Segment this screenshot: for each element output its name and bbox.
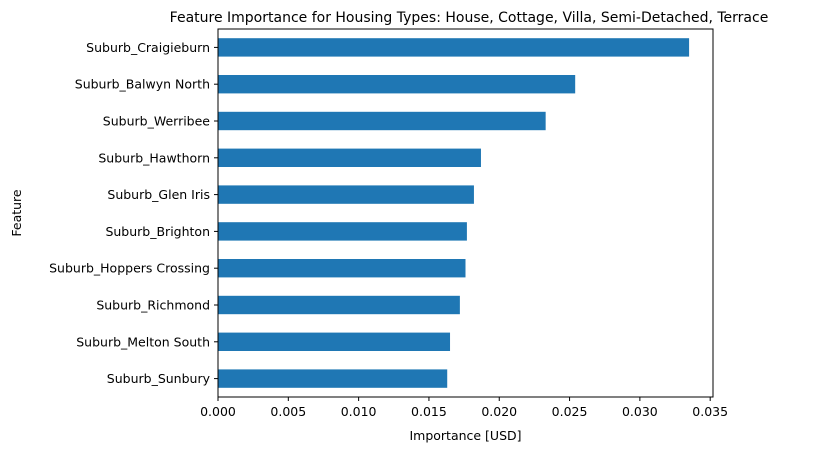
bar bbox=[218, 111, 546, 131]
x-tick-label: 0.000 bbox=[200, 404, 236, 419]
y-tick-label: Suburb_Werribee bbox=[103, 114, 211, 129]
chart-title: Feature Importance for Housing Types: Ho… bbox=[170, 10, 769, 26]
bar bbox=[218, 332, 451, 351]
x-tick-label: 0.015 bbox=[411, 404, 447, 419]
y-axis-ticks: Suburb_Craigieburn Suburb_Balwyn North Sub… bbox=[49, 40, 218, 386]
y-tick-label: Suburb_Melton South bbox=[76, 334, 210, 349]
y-tick-label: Suburb_Hoppers Crossing bbox=[49, 261, 210, 276]
x-tick-label: 0.035 bbox=[692, 404, 728, 419]
y-tick-label: Suburb_Sunbury bbox=[107, 371, 211, 386]
bars-group bbox=[218, 38, 690, 388]
bar bbox=[218, 259, 466, 278]
x-tick-label: 0.025 bbox=[552, 404, 588, 419]
y-axis-label: Feature bbox=[9, 189, 24, 237]
plot-frame bbox=[217, 28, 714, 398]
x-tick-label: 0.020 bbox=[481, 404, 517, 419]
bar bbox=[218, 295, 460, 315]
bar bbox=[218, 185, 474, 204]
y-tick-label: Suburb_Richmond bbox=[96, 298, 210, 313]
y-tick-label: Suburb_Hawthorn bbox=[98, 150, 210, 165]
y-tick-label: Suburb_Balwyn North bbox=[75, 77, 210, 92]
x-axis-label: Importance [USD] bbox=[409, 428, 521, 443]
x-tick-label: 0.005 bbox=[270, 404, 306, 419]
bar bbox=[218, 369, 448, 388]
y-tick-label: Suburb_Glen Iris bbox=[107, 187, 210, 202]
bar bbox=[218, 38, 690, 57]
bar bbox=[218, 222, 467, 241]
bar bbox=[218, 75, 576, 94]
x-tick-label: 0.030 bbox=[622, 404, 658, 419]
y-tick-label: Suburb_Brighton bbox=[105, 224, 210, 239]
x-tick-label: 0.010 bbox=[341, 404, 377, 419]
y-tick-label: Suburb_Craigieburn bbox=[86, 40, 210, 55]
x-axis-ticks: 0.000 0.005 0.010 0.015 0.020 0.025 0.030 0.035 bbox=[200, 397, 728, 419]
bar bbox=[218, 148, 481, 167]
